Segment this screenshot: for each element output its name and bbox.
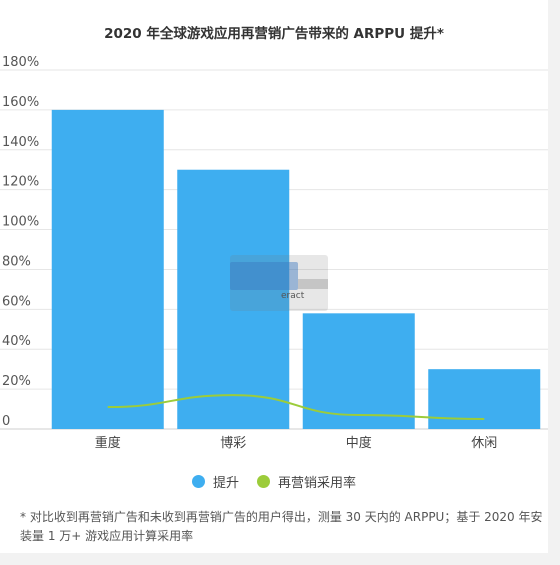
chart-title: 2020 年全球游戏应用再营销广告带来的 ARPPU 提升* (104, 26, 444, 42)
y-tick-label: 140% (2, 135, 39, 150)
x-category-label: 休闲 (471, 436, 497, 451)
y-tick-label: 40% (2, 334, 31, 349)
footnote: * 对比收到再营销广告和未收到再营销广告的用户得出，测量 30 天内的 ARPP… (20, 510, 543, 543)
page-margin-right (548, 0, 560, 565)
y-tick-label: 100% (2, 215, 39, 230)
legend-item-uplift[interactable]: 提升 (191, 472, 239, 491)
y-tick-label: 20% (2, 374, 31, 389)
x-category-label: 博彩 (220, 436, 246, 451)
x-category-label: 中度 (346, 435, 372, 451)
legend-label-adoption: 再营销采用率 (278, 476, 357, 491)
page-margin-bottom (0, 553, 560, 565)
legend-dot-uplift-icon (191, 475, 205, 488)
legend-label-uplift: 提升 (212, 476, 239, 491)
adoption-rate-line (107, 394, 485, 421)
bar-line-chart: 0 20% 40% 60% 80% 100% 120% 140% 160% 180% 重度 博彩 中度 休… (0, 55, 548, 451)
y-tick-label: 120% (2, 175, 39, 190)
x-category-label: 重度 (95, 435, 121, 451)
bar-1 (177, 169, 290, 429)
y-tick-label: 80% (2, 254, 31, 269)
legend-item-adoption[interactable]: 再营销采用率 (257, 472, 356, 491)
interact-overlay-text: eract (281, 291, 305, 301)
interact-overlay-button[interactable] (230, 262, 298, 290)
chart-legend: 提升 再营销采用率 (0, 472, 548, 491)
y-tick-label: 160% (2, 95, 39, 110)
bar-2 (302, 313, 415, 429)
y-tick-label: 180% (2, 55, 39, 70)
interact-overlay[interactable] (230, 255, 328, 311)
legend-dot-adoption-icon (257, 475, 270, 488)
interact-overlay-bar (298, 279, 328, 289)
bar-0 (51, 109, 164, 429)
y-tick-label: 0 (2, 414, 10, 429)
y-tick-label: 60% (2, 294, 31, 309)
